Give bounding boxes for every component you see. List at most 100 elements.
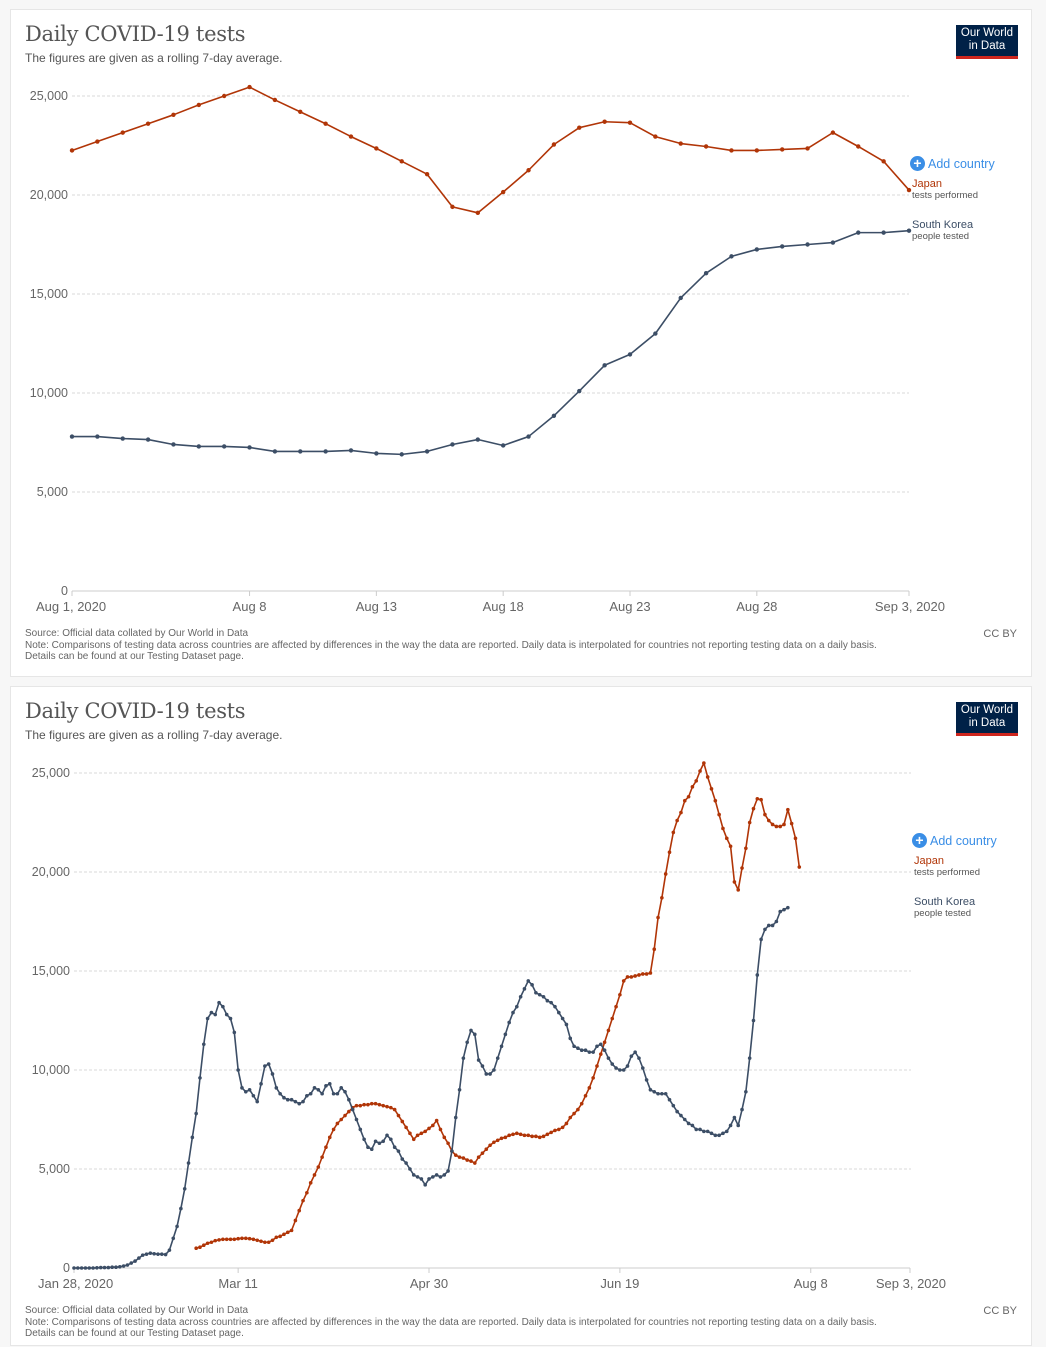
data-point — [805, 146, 810, 151]
data-point — [678, 295, 683, 301]
legend-label-south-korea[interactable]: South Korea people tested — [914, 897, 975, 920]
series-line — [72, 229, 910, 456]
data-point — [545, 998, 550, 1003]
data-point — [763, 812, 767, 817]
series-south-korea — [69, 228, 912, 457]
details-note[interactable]: Details can be found at our Testing Data… — [25, 1328, 244, 1339]
data-point — [320, 1155, 324, 1159]
data-point — [411, 1137, 416, 1142]
data-point — [339, 1086, 344, 1090]
legend-label-japan[interactable]: Japan tests performed — [914, 856, 980, 879]
data-point — [694, 779, 699, 783]
data-point — [530, 983, 534, 987]
series-line — [71, 86, 910, 214]
x-tick-label: Mar 11 — [218, 1276, 258, 1291]
data-point — [500, 189, 506, 195]
x-tick-label: Jan 28, 2020 — [38, 1276, 113, 1291]
data-point — [205, 1016, 210, 1021]
data-point — [91, 1266, 95, 1270]
data-point — [213, 1238, 218, 1243]
owid-logo[interactable]: Our World in Data — [956, 702, 1018, 736]
data-point — [343, 1113, 347, 1118]
data-point — [627, 120, 633, 125]
data-point — [120, 436, 125, 441]
legend-country-name: Japan — [912, 178, 942, 190]
data-point — [247, 1236, 252, 1241]
data-point — [251, 1093, 256, 1098]
data-point — [495, 1138, 500, 1143]
owid-logo[interactable]: Our World in Data — [956, 25, 1018, 59]
data-point — [232, 1237, 237, 1242]
data-point — [786, 807, 790, 812]
data-point — [759, 937, 763, 942]
data-point — [362, 1102, 366, 1107]
data-point — [408, 1131, 412, 1136]
data-point — [856, 144, 861, 149]
data-point — [724, 836, 729, 841]
data-point — [763, 927, 767, 932]
data-point — [702, 761, 706, 765]
data-point — [399, 159, 404, 164]
data-point — [484, 1072, 489, 1076]
legend-label-south-korea[interactable]: South Korea people tested — [912, 220, 973, 243]
data-point — [606, 1056, 611, 1060]
data-point — [198, 1245, 202, 1250]
data-point — [324, 1084, 328, 1088]
data-point — [906, 187, 912, 193]
data-point — [553, 1004, 557, 1009]
line-chart-plot: 0 5,000 10,000 15,000 20,000 25,000 Aug 1, 202… — [30, 84, 945, 614]
data-point — [324, 1145, 328, 1150]
data-point — [721, 1131, 725, 1136]
data-point — [358, 1127, 363, 1132]
data-point — [488, 1072, 492, 1076]
data-point — [411, 1173, 416, 1177]
legend-label-japan[interactable]: Japan tests performed — [912, 178, 978, 202]
data-point — [499, 1044, 504, 1049]
data-point — [196, 102, 202, 108]
data-point — [500, 443, 506, 448]
data-point — [703, 144, 709, 149]
data-point — [221, 444, 227, 449]
data-point — [297, 1101, 302, 1106]
comparison-note: Note: Comparisons of testing data across… — [25, 639, 877, 651]
add-country-button[interactable]: + Add country — [910, 156, 995, 171]
data-point — [856, 230, 861, 235]
data-point — [182, 1187, 187, 1191]
data-point — [736, 888, 741, 892]
data-point — [587, 1086, 592, 1090]
data-point — [415, 1175, 420, 1179]
data-point — [629, 1054, 634, 1058]
data-point — [385, 1104, 389, 1109]
data-point — [709, 1131, 714, 1136]
data-point — [480, 1064, 485, 1068]
data-point — [453, 1115, 458, 1120]
data-point — [541, 994, 546, 999]
data-point — [779, 244, 785, 249]
data-point — [729, 148, 734, 153]
data-point — [377, 1102, 382, 1107]
data-point — [335, 1121, 340, 1126]
data-point — [148, 1251, 153, 1255]
chart-footer: Source: Official data collated by Our Wo… — [25, 628, 877, 663]
data-point — [198, 1076, 202, 1080]
data-point — [274, 1086, 279, 1090]
license-label[interactable]: CC BY — [983, 1305, 1017, 1317]
data-point — [724, 1129, 729, 1134]
data-point — [427, 1177, 431, 1181]
data-point — [76, 1266, 80, 1270]
data-point — [450, 204, 455, 210]
data-point — [614, 1004, 618, 1009]
license-label[interactable]: CC BY — [983, 628, 1017, 640]
data-point — [740, 866, 744, 870]
data-point — [637, 1056, 641, 1060]
data-point — [427, 1126, 431, 1131]
data-point — [243, 1089, 248, 1094]
comparison-note: Note: Comparisons of testing data across… — [25, 1316, 877, 1328]
data-point — [137, 1256, 141, 1260]
add-country-button[interactable]: + Add country — [912, 833, 997, 848]
details-note[interactable]: Details can be found at our Testing Data… — [25, 651, 244, 662]
data-point — [243, 1236, 248, 1241]
data-point — [297, 1208, 302, 1213]
data-point — [534, 1134, 538, 1139]
chart-card-aug: Daily COVID-19 tests The figures are giv… — [10, 9, 1032, 677]
